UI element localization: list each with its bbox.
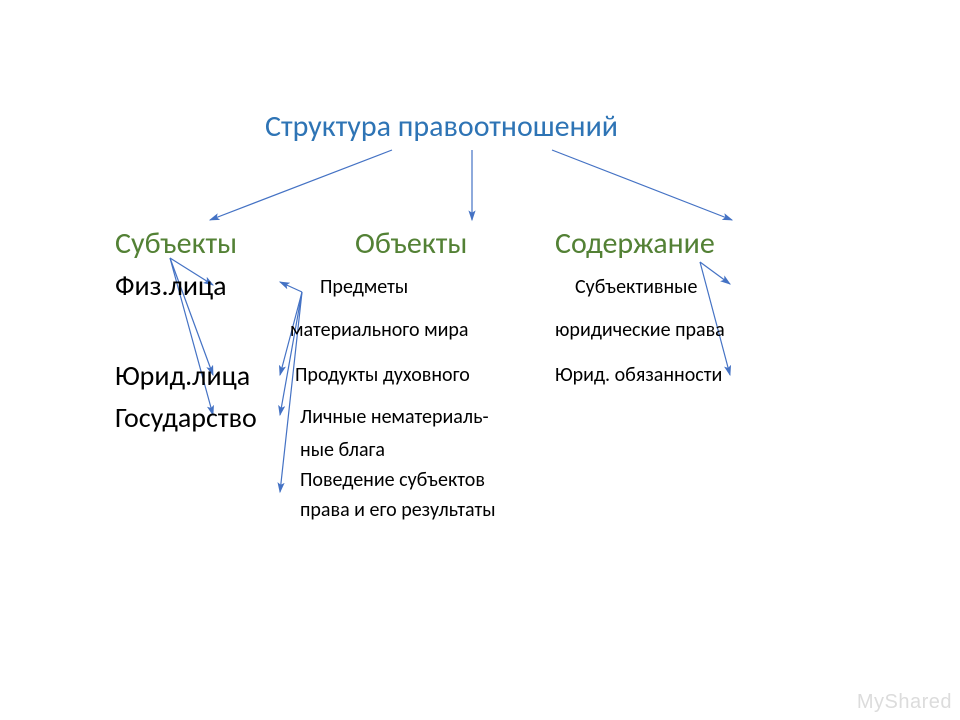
subjects-phys: Физ.лица: [115, 268, 227, 303]
category-content: Содержание: [555, 225, 715, 262]
subjects-state: Государство: [115, 400, 257, 435]
category-subjects: Субъекты: [115, 225, 237, 262]
content-rights-line2: юридические права: [555, 318, 725, 342]
category-objects: Объекты: [355, 225, 467, 262]
subjects-jur: Юрид.лица: [115, 358, 250, 393]
watermark: MyShared: [857, 691, 952, 714]
objects-material-line2: материального мира: [290, 318, 469, 342]
objects-spiritual: Продукты духовного: [295, 363, 470, 387]
objects-personal-line2: ные блага: [300, 438, 385, 462]
objects-behavior-line1: Поведение субъектов: [300, 468, 485, 492]
objects-personal-line1: Личные нематериаль-: [300, 405, 489, 429]
content-rights-line1: Субъективные: [575, 275, 697, 299]
content-duties: Юрид. обязанности: [555, 363, 722, 387]
diagram-title: Структура правоотношений: [265, 108, 618, 145]
objects-material-line1: Предметы: [320, 275, 408, 299]
objects-behavior-line2: права и его результаты: [300, 498, 496, 522]
